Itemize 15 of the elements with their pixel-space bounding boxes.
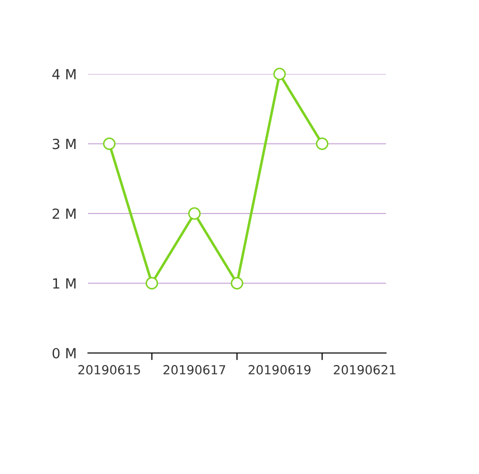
point bbox=[103, 138, 116, 150]
y-tick-label: 4 M bbox=[52, 69, 76, 80]
y-tick-label: 3 M bbox=[52, 138, 76, 150]
point bbox=[146, 277, 158, 290]
y-tick-label: 2 M bbox=[52, 208, 76, 219]
point bbox=[316, 138, 328, 150]
y-tick-label: 1 M bbox=[53, 278, 76, 289]
x-tick-label: 20190621 bbox=[334, 365, 396, 374]
x-tick-label: 20190619 bbox=[248, 365, 311, 374]
x-tick-label: 20190615 bbox=[78, 365, 140, 374]
y-tick-label: 0 M bbox=[52, 348, 76, 358]
x-tick-label: 20190617 bbox=[164, 365, 226, 374]
point bbox=[230, 277, 244, 290]
point bbox=[273, 68, 286, 80]
point bbox=[188, 207, 201, 220]
